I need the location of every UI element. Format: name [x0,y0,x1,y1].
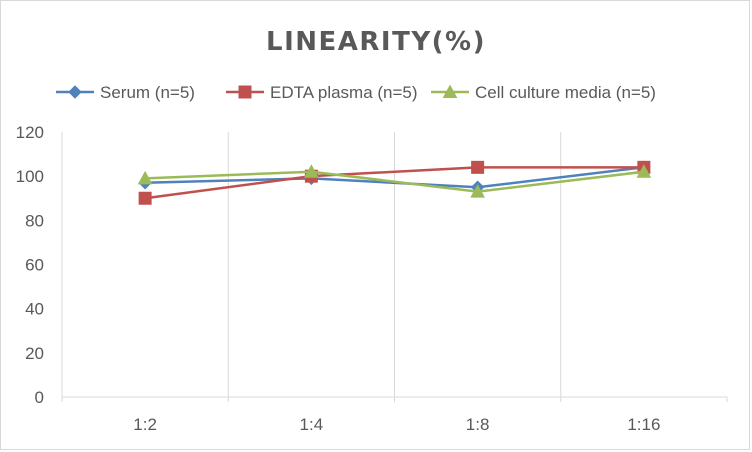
y-tick-label: 40 [25,300,44,319]
y-tick-label: 100 [16,167,44,186]
legend-marker [442,84,458,99]
legend-label: Serum (n=5) [100,83,195,102]
x-tick-label: 1:2 [133,415,157,434]
x-tick-label: 1:16 [627,415,660,434]
legend: Serum (n=5) EDTA plasma (n=5) Cell culture… [56,83,656,102]
y-tick-label: 60 [25,256,44,275]
x-tick-label: 1:8 [466,415,490,434]
legend-marker [238,85,252,99]
y-tick-label: 80 [25,211,44,230]
series-line [144,166,644,200]
data-point [471,160,485,174]
y-tick-label: 120 [16,123,44,142]
data-point [636,164,652,178]
data-point [138,191,152,205]
chart-title: LINEARITY(%) [266,27,486,57]
y-tick-label: 0 [35,388,44,407]
plot-area: 0 20 40 60 80 100 120 1:2 1:4 1:8 1:16 [16,123,728,434]
series-line [145,170,645,193]
legend-entry: EDTA plasma (n=5) [226,83,418,102]
legend-label: EDTA plasma (n=5) [270,83,418,102]
legend-marker [68,85,82,99]
data-point [304,164,319,178]
y-tick-label: 20 [25,344,44,363]
data-point [470,184,485,198]
legend-entry: Serum (n=5) [56,83,195,102]
data-point [137,170,153,185]
series-3 [137,164,652,198]
legend-label: Cell culture media (n=5) [475,83,656,102]
x-tick-label: 1:4 [300,415,324,434]
legend-entry: Cell culture media (n=5) [431,83,656,102]
